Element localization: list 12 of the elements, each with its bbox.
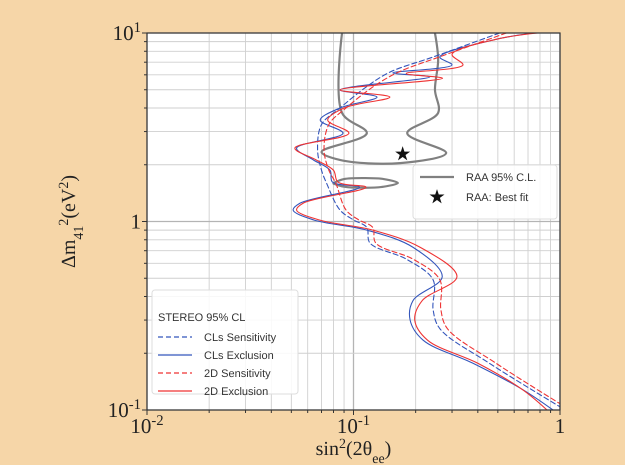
legend-label: CLs Exclusion <box>204 350 274 362</box>
x-axis-title: sin$^{2}$(2θ$_{ee}$) <box>316 436 392 465</box>
legend-title: STEREO 95% CL <box>158 312 246 324</box>
legend-label: CLs Sensitivity <box>204 332 277 344</box>
legend-label: RAA 95% C.L. <box>466 172 536 184</box>
y-tick-label: 1 <box>130 210 141 234</box>
x-tick-label: 1 <box>554 414 566 438</box>
legend-label: 2D Exclusion <box>204 386 268 398</box>
legend-label: RAA: Best fit <box>466 192 528 204</box>
legend-label: 2D Sensitivity <box>204 368 272 380</box>
y-tick-label: 10$^{1}$ <box>112 20 141 45</box>
x-tick-label: 10$^{-1}$ <box>336 413 370 438</box>
